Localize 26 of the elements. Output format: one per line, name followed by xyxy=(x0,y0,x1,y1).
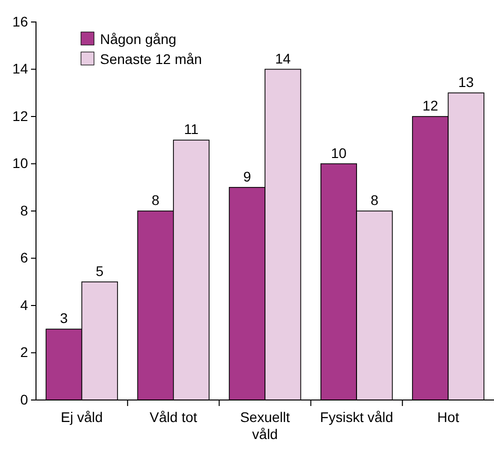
data-label: 8 xyxy=(370,192,379,208)
data-label: 3 xyxy=(60,310,68,326)
y-tick-label: 0 xyxy=(20,391,28,408)
data-label: 5 xyxy=(96,262,104,279)
data-label: 9 xyxy=(243,168,252,184)
y-tick-label: 16 xyxy=(12,13,28,30)
x-tick-label: Ej våld xyxy=(60,409,103,425)
data-label: 14 xyxy=(275,50,291,66)
x-tick-label: Sexuellt våld xyxy=(240,409,290,442)
data-label: 12 xyxy=(422,98,438,114)
legend-label: Senaste 12 mån xyxy=(100,51,202,67)
y-tick-label: 12 xyxy=(12,108,28,124)
y-tick-label: 6 xyxy=(20,250,28,266)
y-tick-label: 10 xyxy=(12,155,28,172)
data-label: 13 xyxy=(458,74,474,90)
data-label: 10 xyxy=(330,144,347,161)
data-label: 8 xyxy=(152,192,160,208)
x-tick-label: Våld tot xyxy=(150,409,198,425)
y-tick-label: 14 xyxy=(12,60,28,77)
x-tick-label: Hot xyxy=(437,409,460,425)
data-label: 11 xyxy=(184,121,199,138)
legend-label: Någon gång xyxy=(100,31,176,47)
y-tick-label: 2 xyxy=(20,344,28,360)
x-tick-label: Fysiskt våld xyxy=(320,409,394,425)
y-tick-label: 8 xyxy=(20,202,28,218)
y-tick-label: 4 xyxy=(20,296,28,313)
